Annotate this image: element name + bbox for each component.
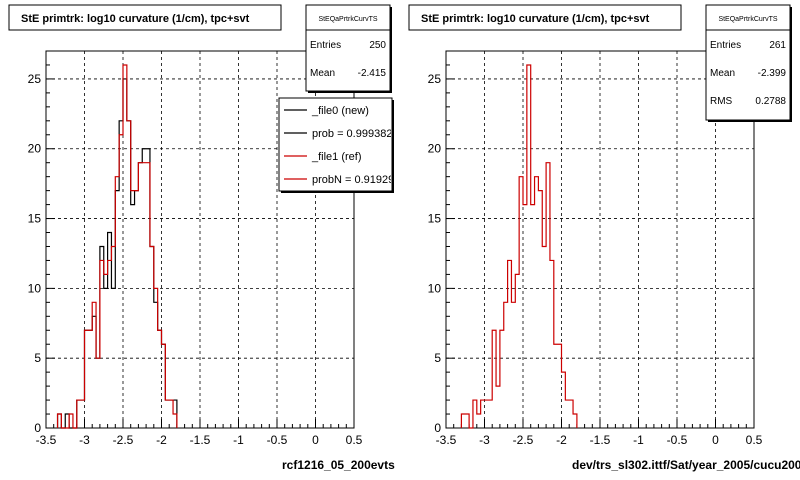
y-tick-label: 0	[434, 421, 441, 435]
x-tick-label: 0	[712, 433, 719, 447]
y-tick-label: 25	[28, 72, 42, 86]
x-tick-label: -0.5	[667, 433, 688, 447]
y-tick-label: 10	[28, 281, 42, 295]
y-tick-label: 0	[34, 421, 41, 435]
y-tick-label: 20	[28, 142, 42, 156]
stats-box: StEQaPrtrkCurvTS Entries 250 Mean -2.415	[305, 4, 392, 93]
x-axis-label: dev/trs_sl302.ittf/Sat/year_2005/cucu200…	[572, 458, 800, 472]
chart-title: StE primtrk: log10 curvature (1/cm), tpc…	[421, 13, 650, 25]
x-tick-label: -1.5	[190, 433, 211, 447]
x-tick-label: -1	[233, 433, 244, 447]
stats-label: Mean	[310, 68, 335, 79]
y-tick-label: 5	[434, 351, 441, 365]
legend-label: _file1 (ref)	[311, 151, 362, 163]
x-tick-label: -3.5	[436, 433, 457, 447]
chart-panel-2: -3.5 -3 -2.5 -2 -1.5 -1 -0.5 0 0.5 0 5 10 15 20 25 StE …	[408, 4, 800, 472]
stats-label: Entries	[310, 40, 341, 51]
x-tick-label: -2	[556, 433, 567, 447]
histogram-series-2	[56, 64, 178, 429]
x-tick-label: -2.5	[113, 433, 134, 447]
chart-panel-1: -3.5 -3 -2.5 -2 -1.5 -1 -0.5 0 0.5 0 5 10 15 20 25 StE …	[8, 4, 400, 472]
y-tick-label: 15	[428, 212, 442, 226]
stats-name: StEQaPrtrkCurvTS	[318, 16, 377, 23]
x-tick-label: 0	[312, 433, 319, 447]
legend-label: probN = 0.919291	[312, 174, 400, 186]
x-tick-label: 0.5	[746, 433, 763, 447]
x-tick-label: -1	[633, 433, 644, 447]
stats-value: 0.2788	[755, 96, 786, 107]
y-tick-label: 25	[428, 72, 442, 86]
stats-label: Mean	[710, 68, 735, 79]
y-tick-label: 15	[28, 212, 42, 226]
stats-value: -2.415	[358, 68, 387, 79]
y-tick-label: 5	[34, 351, 41, 365]
x-tick-label: -0.5	[267, 433, 288, 447]
stats-label: Entries	[710, 40, 741, 51]
x-tick-label: -2.5	[513, 433, 534, 447]
stats-value: -2.399	[758, 68, 787, 79]
x-tick-label: -3.5	[36, 433, 57, 447]
histogram-series-1	[460, 64, 578, 429]
x-tick-label: -3	[79, 433, 90, 447]
stats-label: RMS	[710, 96, 733, 107]
y-tick-label: 10	[428, 281, 442, 295]
stats-name: StEQaPrtrkCurvTS	[718, 16, 777, 23]
title-box	[8, 4, 282, 31]
x-tick-label: -3	[479, 433, 490, 447]
stats-value: 250	[369, 40, 386, 51]
x-tick-label: -1.5	[590, 433, 611, 447]
x-tick-label: -2	[156, 433, 167, 447]
x-axis-label: rcf1216_05_200evts	[282, 458, 395, 472]
x-tick-label: 0.5	[346, 433, 363, 447]
y-tick-label: 20	[428, 142, 442, 156]
stats-value: 261	[769, 40, 786, 51]
stats-box: StEQaPrtrkCurvTS Entries 261 Mean -2.399 RMS 0…	[705, 4, 792, 122]
title-box	[408, 4, 682, 31]
legend: _file0 (new) prob = 0.999382 _file1 (ref) p…	[278, 97, 400, 193]
legend-label: _file0 (new)	[311, 105, 369, 117]
chart-title: StE primtrk: log10 curvature (1/cm), tpc…	[21, 13, 250, 25]
legend-label: prob = 0.999382	[312, 128, 392, 140]
